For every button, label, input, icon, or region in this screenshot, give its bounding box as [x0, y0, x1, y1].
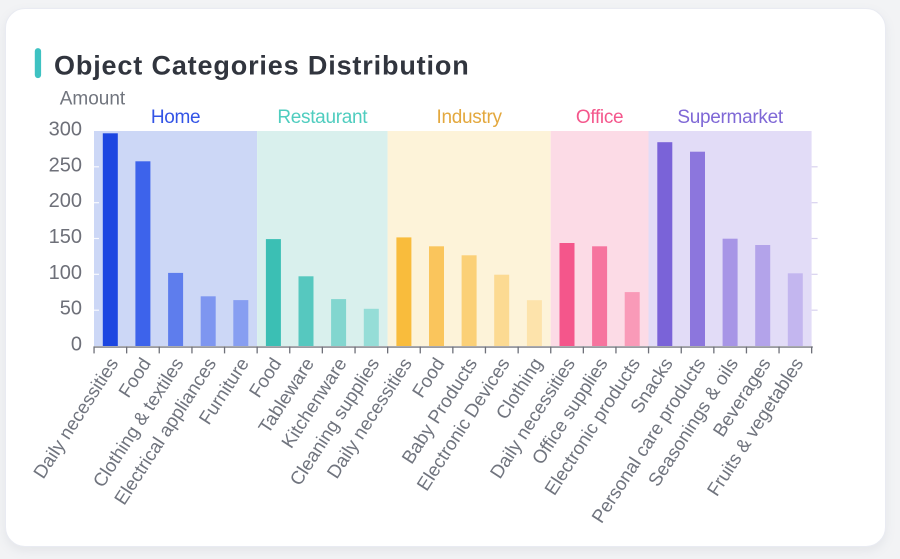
svg-text:200: 200	[49, 190, 82, 212]
svg-text:300: 300	[49, 119, 82, 141]
svg-text:Home: Home	[151, 107, 200, 128]
svg-text:Office: Office	[576, 107, 623, 128]
svg-text:Object Categories Distribution: Object Categories Distribution	[54, 50, 470, 80]
svg-text:50: 50	[60, 298, 82, 320]
svg-text:150: 150	[49, 226, 82, 248]
svg-text:Restaurant: Restaurant	[277, 107, 368, 128]
svg-text:100: 100	[49, 262, 82, 284]
svg-text:Supermarket: Supermarket	[677, 107, 783, 128]
svg-text:Amount: Amount	[60, 89, 126, 110]
svg-text:0: 0	[71, 334, 82, 356]
svg-text:250: 250	[49, 154, 82, 176]
svg-text:Industry: Industry	[437, 107, 503, 128]
